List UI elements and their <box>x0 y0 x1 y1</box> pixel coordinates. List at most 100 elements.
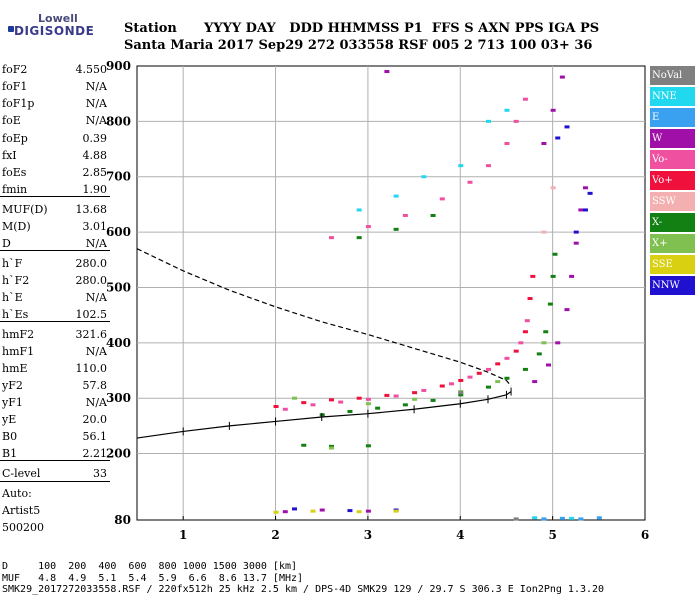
param-value-21: 56.1 <box>82 430 108 443</box>
data-point-w <box>541 142 547 146</box>
data-point-nne <box>356 208 362 212</box>
data-point-x- <box>485 385 491 389</box>
data-point-nnw <box>292 507 298 511</box>
data-point-x- <box>504 376 510 380</box>
y-tick-label: 300 <box>106 391 131 405</box>
header-row-1: Station YYYY DAY DDD HHMMSS P1 FFS S AXN… <box>124 21 600 36</box>
param-value-20: 20.0 <box>82 413 108 426</box>
param-label-21: B0 <box>2 430 18 443</box>
data-point-sse <box>273 510 279 514</box>
digisonde-logo: Lowell DIGISONDE <box>4 4 114 44</box>
data-point-x- <box>547 302 553 306</box>
param-label-18: yF2 <box>2 379 23 392</box>
data-point-vo- <box>412 391 418 395</box>
param-label-22: B1 <box>2 447 18 460</box>
param-label-6: foEs <box>2 166 27 179</box>
param-separator <box>0 321 110 322</box>
data-point-x- <box>522 367 528 371</box>
footer-info-row: SMK29_2017272033558.RSF / 220fx512h 25 k… <box>2 584 605 595</box>
data-point-w <box>582 186 588 190</box>
param-value-12: 280.0 <box>75 274 108 287</box>
data-point-x- <box>536 352 542 356</box>
data-point-vo- <box>518 341 524 345</box>
y-tick-label: 80 <box>114 513 131 527</box>
data-point-vo- <box>328 236 334 240</box>
param-separator <box>0 196 110 197</box>
param-value-6: 2.85 <box>82 166 108 179</box>
param-label-12: h`F2 <box>2 274 30 287</box>
param-label-1: foF1 <box>2 80 28 93</box>
data-point-nne <box>393 194 399 198</box>
param-value-22: 2.21 <box>82 447 108 460</box>
data-point-x- <box>552 252 558 256</box>
data-point-w <box>384 70 390 74</box>
data-point-vo- <box>495 362 501 366</box>
data-point-sse <box>393 509 399 513</box>
data-point-w <box>282 510 288 514</box>
footer-block: D 100 200 400 600 800 1000 1500 3000 [km… <box>2 561 604 596</box>
data-point-w <box>546 363 552 367</box>
data-point-vo- <box>439 197 445 201</box>
logo-lowell: Lowell <box>38 12 78 25</box>
x-tick-label: 1 <box>179 528 187 542</box>
data-point-x- <box>365 402 371 406</box>
ionogram-plot: 1 2 3 4 5 6 80 200 300 400 500 600 700 800 900 <box>106 59 649 542</box>
data-point-x- <box>301 443 307 447</box>
y-tick-label: 500 <box>106 280 131 294</box>
param-label-0: foF2 <box>2 63 28 76</box>
data-point-vo- <box>301 401 307 405</box>
param-value-23: 33 <box>93 467 107 480</box>
data-point-x- <box>495 380 501 384</box>
data-point-e <box>578 517 584 521</box>
logo-digisonde: DIGISONDE <box>14 24 95 38</box>
data-point-x- <box>430 213 436 217</box>
footer-muf-row: MUF 4.8 4.9 5.1 5.4 5.9 6.6 8.6 13.7 [MH… <box>2 572 304 584</box>
param-value-4: 0.39 <box>82 132 108 145</box>
param-label-15: hmF2 <box>2 328 35 341</box>
data-point-e <box>559 516 565 520</box>
y-tick-label: 600 <box>106 225 131 239</box>
data-point-vo- <box>338 400 344 404</box>
data-point-e <box>596 516 602 520</box>
param-value-19: N/A <box>85 396 107 409</box>
auto-line-1: Auto: <box>2 487 32 500</box>
data-point-w <box>559 75 565 79</box>
param-value-1: N/A <box>85 80 107 93</box>
data-point-x- <box>356 236 362 240</box>
legend-item-w: W <box>650 129 695 148</box>
data-point-nne <box>532 516 538 520</box>
legend-item-vo-: Vo+ <box>650 171 695 190</box>
data-point-vo- <box>449 382 455 386</box>
data-point-nnw <box>564 125 570 129</box>
plot-frame <box>136 65 646 521</box>
data-point-vo- <box>458 378 464 382</box>
data-point-vo- <box>476 371 482 375</box>
param-label-23: C-level <box>2 467 41 480</box>
y-tick-label: 200 <box>106 447 131 461</box>
param-value-9: 3.01 <box>82 220 108 233</box>
data-point-vo- <box>328 398 334 402</box>
profile-dashed-line <box>136 248 512 387</box>
data-point-x- <box>543 330 549 334</box>
data-point-nnw <box>582 208 588 212</box>
data-point-vo- <box>485 164 491 168</box>
data-point-x- <box>375 406 381 410</box>
data-point-vo- <box>282 407 288 411</box>
param-label-17: hmE <box>2 362 28 375</box>
data-point-vo- <box>402 213 408 217</box>
legend-item-ssw: SSW <box>650 192 695 211</box>
data-point-vo- <box>384 393 390 397</box>
data-point-x- <box>458 393 464 397</box>
data-point-w <box>569 274 575 278</box>
data-point-noval <box>458 391 464 395</box>
data-point-w <box>365 509 371 513</box>
data-point-x- <box>402 403 408 407</box>
param-label-16: hmF1 <box>2 345 35 358</box>
data-point-vo- <box>273 405 279 408</box>
data-point-vo- <box>467 375 473 379</box>
data-point-e <box>541 517 547 521</box>
param-label-4: foEp <box>2 132 28 145</box>
legend-item-nne: NNE <box>650 87 695 106</box>
data-point-w <box>564 308 570 312</box>
x-tick-label: 5 <box>548 528 556 542</box>
